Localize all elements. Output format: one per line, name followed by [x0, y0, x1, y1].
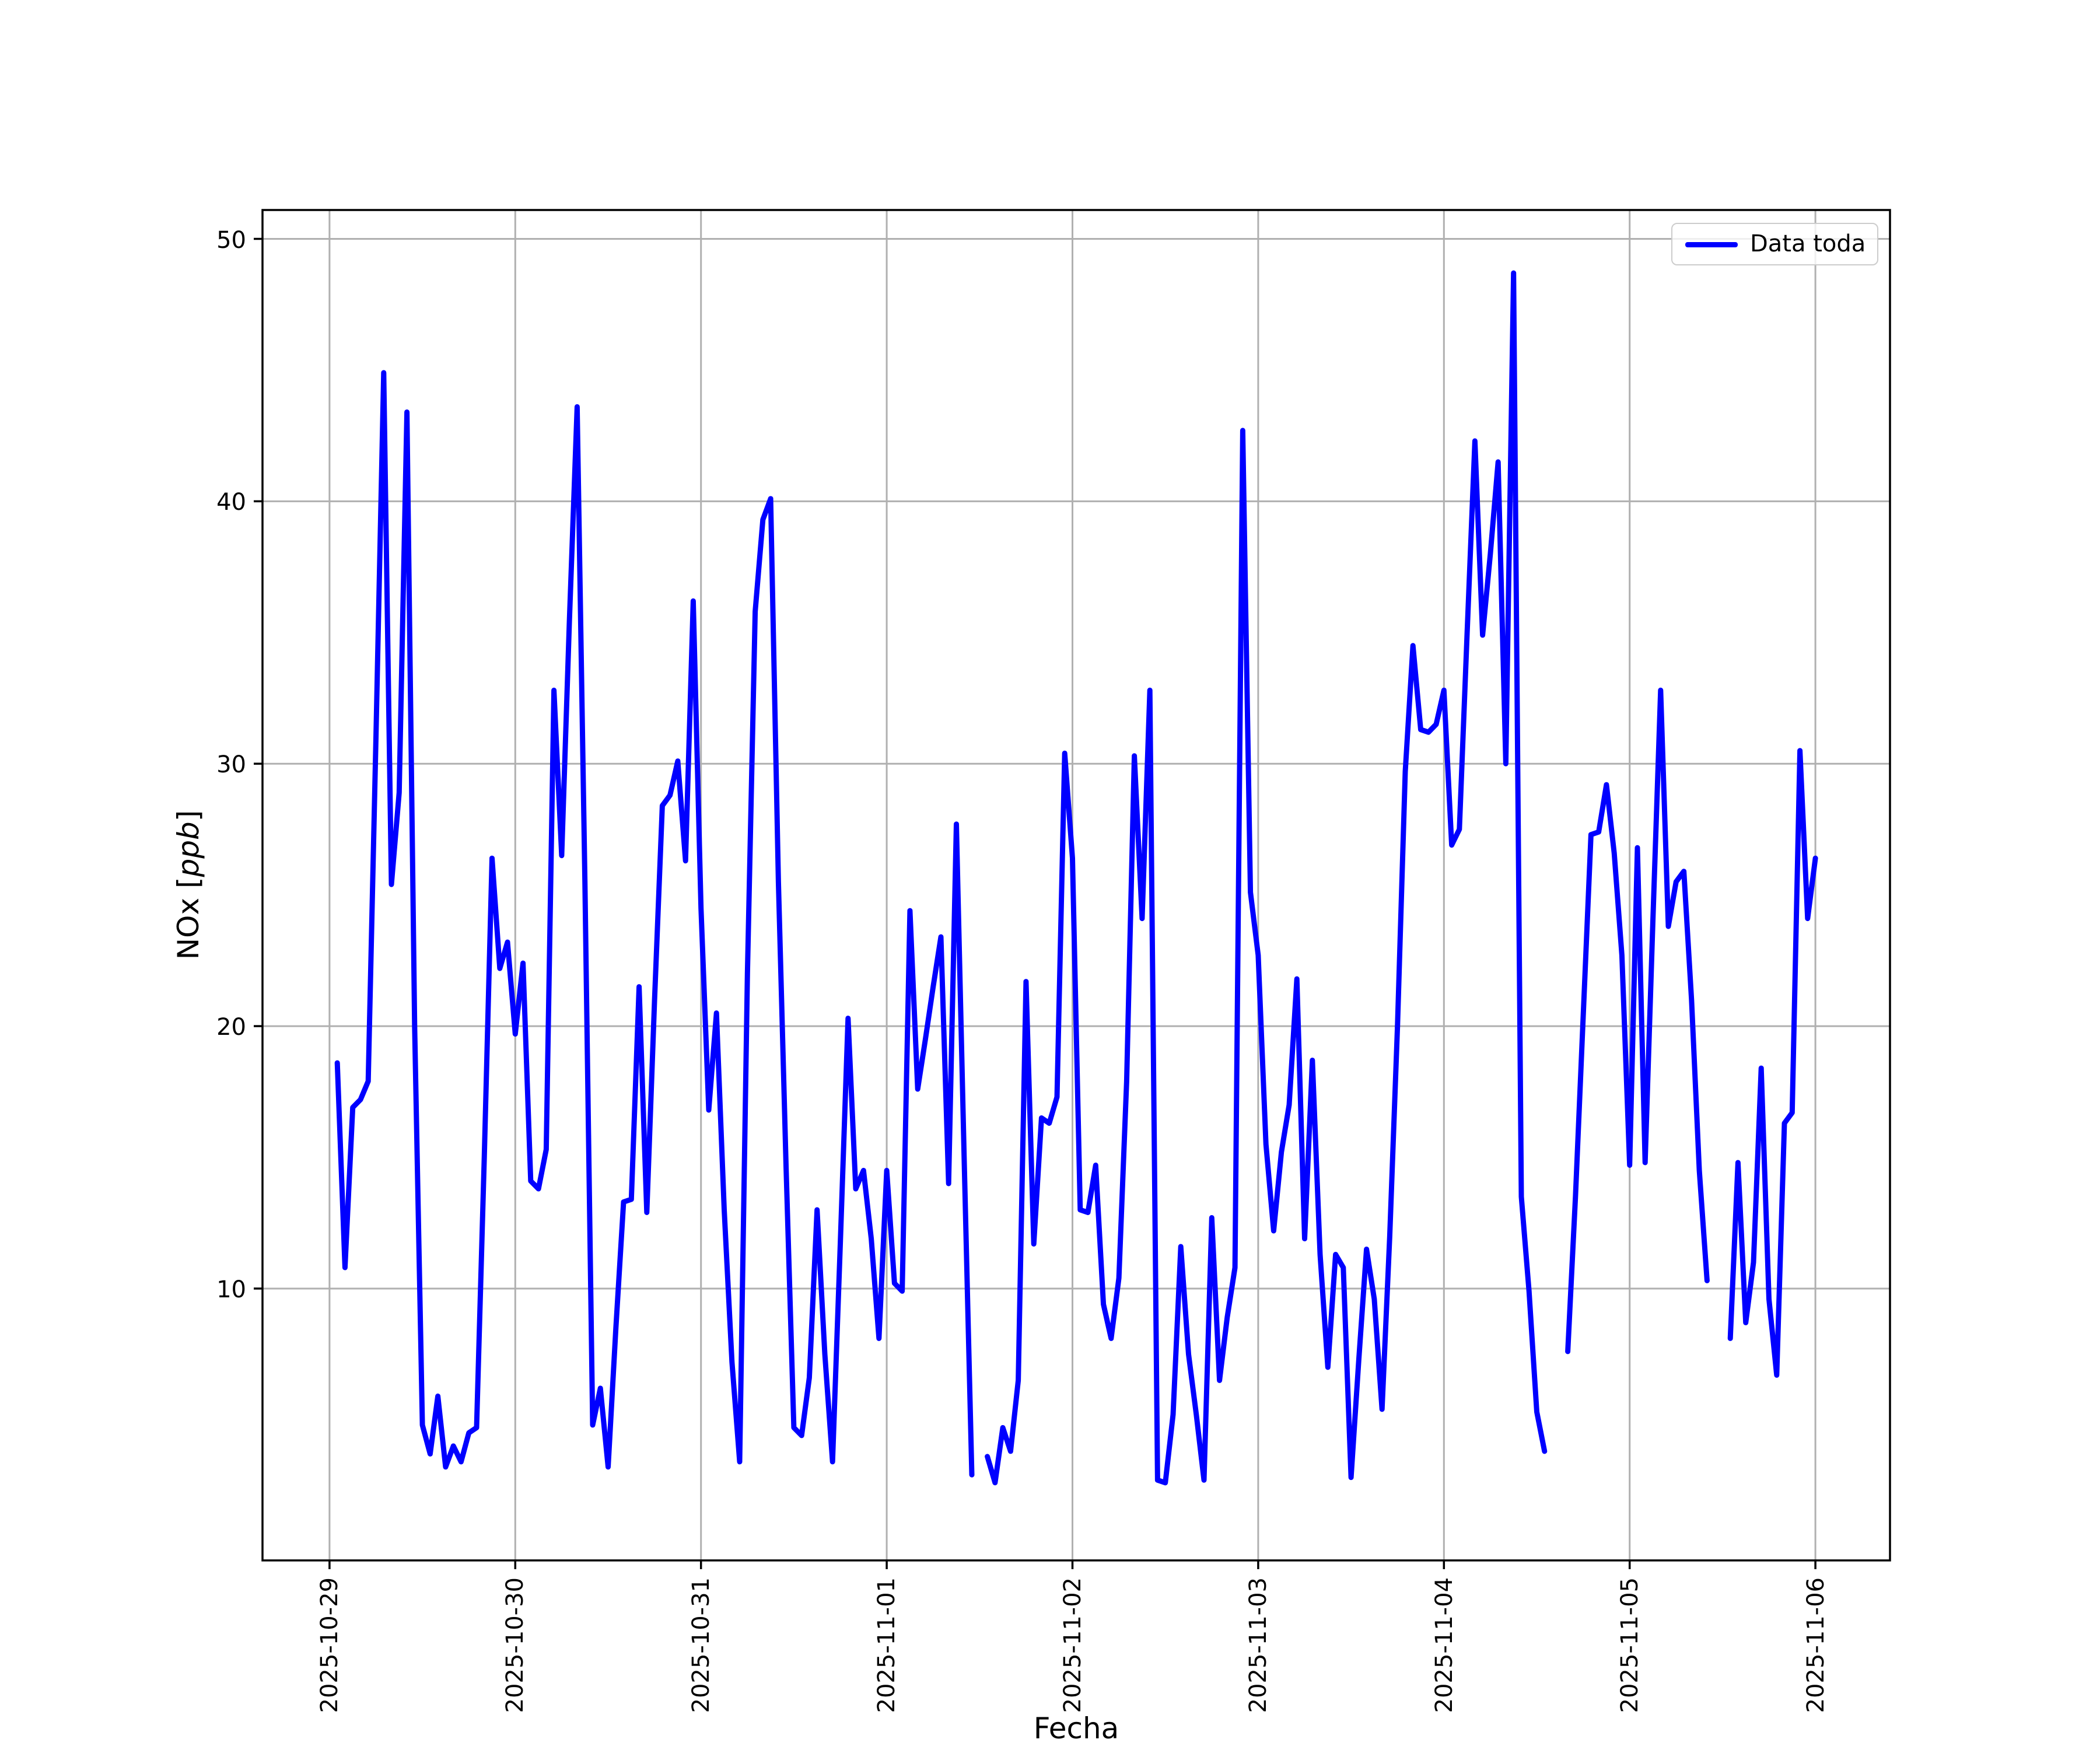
y-axis-label-prefix: NOx [	[172, 877, 205, 960]
x-tick-label-7: 2025-11-05	[1616, 1577, 1643, 1713]
y-tick-label-20: 20	[216, 1014, 246, 1041]
series-segment	[334, 370, 975, 1478]
y-axis-label-unit: ppb	[172, 821, 205, 877]
x-axis-label: Fecha	[1033, 1712, 1119, 1745]
x-tick-label-4: 2025-11-02	[1059, 1577, 1086, 1713]
series-segment	[985, 270, 1548, 1486]
y-tick-label-30: 30	[216, 751, 246, 778]
x-tick-label-5: 2025-11-03	[1245, 1577, 1272, 1713]
series-segment	[1727, 748, 1818, 1378]
legend: Data toda	[1671, 223, 1878, 265]
x-tick-label-1: 2025-10-30	[502, 1577, 528, 1713]
x-tick-label-3: 2025-11-01	[873, 1577, 900, 1713]
y-axis-label: NOx [ppb]	[172, 710, 205, 1060]
legend-label: Data toda	[1750, 230, 1866, 257]
x-tick-label-6: 2025-11-04	[1431, 1577, 1458, 1713]
y-tick-label-40: 40	[216, 489, 246, 516]
axis-ticks	[254, 237, 1817, 1569]
x-tick-label-2: 2025-10-31	[688, 1577, 715, 1713]
series-segment	[1565, 687, 1710, 1354]
legend-line-sample	[1685, 242, 1738, 247]
y-tick-label-50: 50	[216, 227, 246, 254]
y-axis-label-suffix: ]	[172, 810, 205, 822]
y-tick-label-10: 10	[216, 1276, 246, 1303]
grid-lines	[262, 210, 1890, 1560]
data-series	[334, 270, 1818, 1486]
x-tick-label-8: 2025-11-06	[1803, 1577, 1829, 1713]
x-tick-label-0: 2025-10-29	[316, 1577, 343, 1713]
plot-border	[261, 209, 1891, 1562]
